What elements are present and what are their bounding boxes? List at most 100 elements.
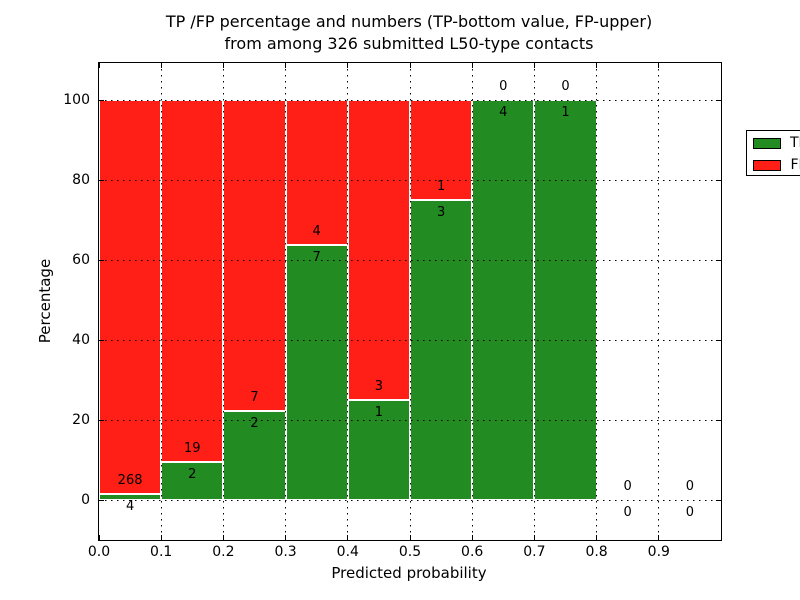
bar-tp-segment (223, 411, 286, 500)
x-tick-label: 0.8 (585, 544, 608, 560)
x-tick-mark-top (347, 63, 349, 68)
fp-count-label: 1 (436, 179, 446, 194)
legend-entry-fp: FP (753, 155, 800, 175)
x-tick-mark (596, 535, 598, 540)
x-tick-mark-top (596, 63, 598, 68)
gridline-vertical (409, 63, 411, 540)
x-tick-mark (533, 535, 535, 540)
gridline-vertical (658, 63, 660, 540)
bar-tp-segment (161, 461, 224, 500)
x-tick-label: 0.0 (87, 544, 111, 560)
chart-title-line1: TP /FP percentage and numbers (TP-bottom… (165, 12, 653, 31)
fp-count-label: 7 (250, 390, 259, 406)
fp-color-swatch (753, 159, 781, 171)
x-tick-mark (409, 535, 411, 540)
tp-count-label: 0 (685, 505, 695, 520)
legend-entry-tp: TP (753, 133, 800, 153)
x-tick-label: 0.1 (150, 544, 173, 560)
x-tick-mark-top (160, 63, 162, 68)
legend-label-fp: FP (790, 157, 800, 173)
fp-count-label: 268 (117, 473, 143, 489)
x-tick-mark (98, 535, 100, 540)
legend-label-tp: TP (790, 135, 800, 151)
bar-tp-segment (99, 494, 162, 500)
gridline-vertical (222, 63, 224, 540)
tp-count-label: 3 (436, 205, 446, 220)
bar-tp-segment (472, 100, 535, 500)
x-tick-mark (285, 535, 287, 540)
plot-area: TP FP 268 4 19 2 7 2 4 7 3 1 1 3 0 4 0 1 0 0 0 0 (98, 62, 800, 541)
y-tick-label: 100 (63, 92, 90, 108)
bar-fp-segment (99, 100, 162, 495)
bar-fp-segment (410, 100, 473, 200)
tp-count-label: 4 (499, 105, 508, 120)
y-tick-mark (99, 339, 104, 341)
chart-title: TP /FP percentage and numbers (TP-bottom… (109, 11, 709, 55)
x-tick-mark-top (533, 63, 535, 68)
tp-count-label: 1 (374, 405, 384, 420)
y-tick-mark-right (716, 259, 721, 261)
x-axis-label: Predicted probability (331, 564, 487, 582)
y-tick-mark (99, 99, 104, 101)
y-tick-label: 80 (72, 172, 90, 188)
gridline-vertical (347, 63, 349, 540)
x-tick-label: 0.7 (523, 544, 546, 560)
tp-count-label: 4 (125, 499, 135, 515)
x-tick-label: 0.4 (336, 544, 359, 560)
gridline-vertical (160, 63, 162, 540)
x-tick-mark (160, 535, 162, 540)
tp-count-label: 2 (188, 466, 197, 482)
tp-count-label: 0 (623, 505, 632, 520)
y-tick-label: 20 (72, 412, 90, 428)
fp-count-label: 0 (623, 479, 632, 494)
bar-fp-segment (347, 100, 410, 400)
x-tick-mark (347, 535, 349, 540)
fp-count-label: 3 (374, 379, 384, 394)
bar-tp-segment (347, 400, 410, 500)
x-tick-mark-top (471, 63, 473, 68)
y-tick-mark-right (716, 339, 721, 341)
fp-count-label: 0 (561, 79, 570, 94)
y-tick-mark-right (716, 99, 721, 101)
x-tick-mark (471, 535, 473, 540)
x-tick-label: 0.3 (274, 544, 297, 560)
x-tick-mark (658, 535, 660, 540)
fp-count-label: 0 (685, 479, 695, 494)
legend: TP FP (746, 130, 800, 176)
y-tick-mark (99, 179, 104, 181)
x-tick-mark-top (222, 63, 224, 68)
y-tick-mark (99, 499, 104, 501)
gridline-vertical (471, 63, 473, 540)
tp-color-swatch (753, 137, 781, 149)
x-tick-label: 0.6 (461, 544, 484, 560)
x-tick-label: 0.9 (647, 544, 670, 560)
tp-count-label: 1 (561, 105, 570, 120)
y-tick-label: 0 (81, 492, 90, 508)
x-tick-mark-top (658, 63, 660, 68)
x-tick-label: 0.5 (398, 544, 422, 560)
x-tick-mark-top (285, 63, 287, 68)
x-tick-mark (222, 535, 224, 540)
tp-count-label: 7 (312, 250, 321, 266)
bar-tp-segment (410, 200, 473, 500)
y-tick-label: 60 (72, 252, 90, 268)
y-tick-mark-right (716, 499, 721, 501)
gridline-vertical (533, 63, 535, 540)
x-tick-mark-top (409, 63, 411, 68)
y-tick-mark-right (716, 419, 721, 421)
y-tick-label: 40 (72, 332, 90, 348)
bar-tp-segment (534, 100, 597, 500)
y-tick-mark (99, 259, 104, 261)
fp-count-label: 0 (499, 79, 508, 94)
y-tick-mark-right (716, 179, 721, 181)
y-tick-mark (99, 419, 104, 421)
fp-count-label: 19 (184, 440, 201, 456)
fp-count-label: 4 (312, 224, 321, 240)
bar-fp-segment (223, 100, 286, 412)
tp-count-label: 2 (250, 416, 259, 432)
gridline-vertical (596, 63, 598, 540)
gridline-vertical (285, 63, 287, 540)
bar-fp-segment (285, 100, 348, 246)
x-tick-label: 0.2 (212, 544, 235, 560)
